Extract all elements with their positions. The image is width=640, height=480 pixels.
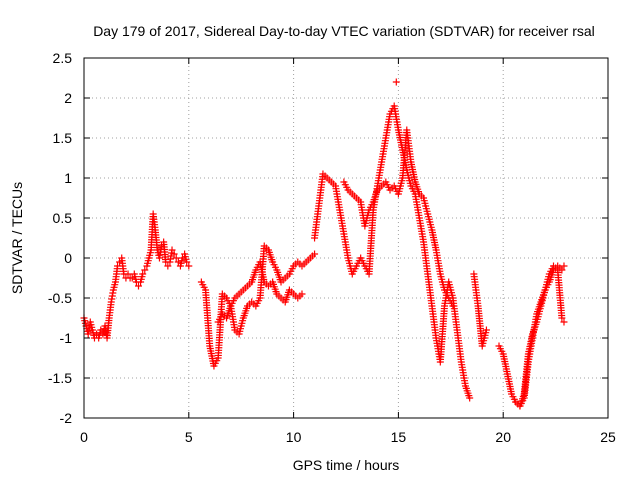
- data-point: [141, 266, 149, 274]
- data-point: [560, 262, 568, 270]
- data-point: [298, 290, 306, 298]
- plot-frame: [83, 57, 609, 419]
- x-tick-label: 15: [391, 429, 407, 445]
- data-point: [124, 270, 132, 278]
- data-point: [482, 326, 490, 334]
- data-point: [558, 314, 566, 322]
- data-points: [80, 78, 568, 410]
- data-point: [170, 250, 178, 258]
- data-point: [311, 250, 319, 258]
- y-tick-label: 2: [64, 90, 72, 106]
- y-axis-label: SDTVAR / TECUs: [9, 182, 25, 294]
- x-tick-label: 20: [495, 429, 511, 445]
- data-point: [168, 246, 176, 254]
- y-tick-label: 1: [64, 170, 72, 186]
- x-tick-label: 25: [600, 429, 616, 445]
- data-point: [392, 78, 400, 86]
- x-tick-label: 5: [185, 429, 193, 445]
- chart-title: Day 179 of 2017, Sidereal Day-to-day VTE…: [93, 23, 595, 39]
- x-axis-label: GPS time / hours: [293, 457, 400, 473]
- x-tick-label: 0: [80, 429, 88, 445]
- grid: [84, 58, 608, 418]
- y-tick-label: 0: [64, 250, 72, 266]
- data-point: [466, 394, 474, 402]
- x-tick-label: 10: [286, 429, 302, 445]
- y-tick-label: 2.5: [53, 50, 73, 66]
- data-point: [164, 262, 172, 270]
- data-point: [449, 302, 457, 310]
- y-tick-label: -0.5: [48, 290, 72, 306]
- data-point: [185, 262, 193, 270]
- y-axis: -2 -1.5 -1 -0.5 0 0.5 1 1.5 2 2.5: [48, 50, 608, 426]
- data-point: [172, 254, 180, 262]
- data-point: [134, 282, 142, 290]
- y-tick-label: -1.5: [48, 370, 72, 386]
- x-axis: 0 5 10 15 20 25: [80, 58, 616, 445]
- y-tick-label: 0.5: [53, 210, 73, 226]
- data-point: [139, 270, 147, 278]
- y-tick-label: 1.5: [53, 130, 73, 146]
- y-tick-label: -2: [60, 410, 73, 426]
- y-tick-label: -1: [60, 330, 73, 346]
- data-point: [560, 318, 568, 326]
- data-point: [183, 258, 191, 266]
